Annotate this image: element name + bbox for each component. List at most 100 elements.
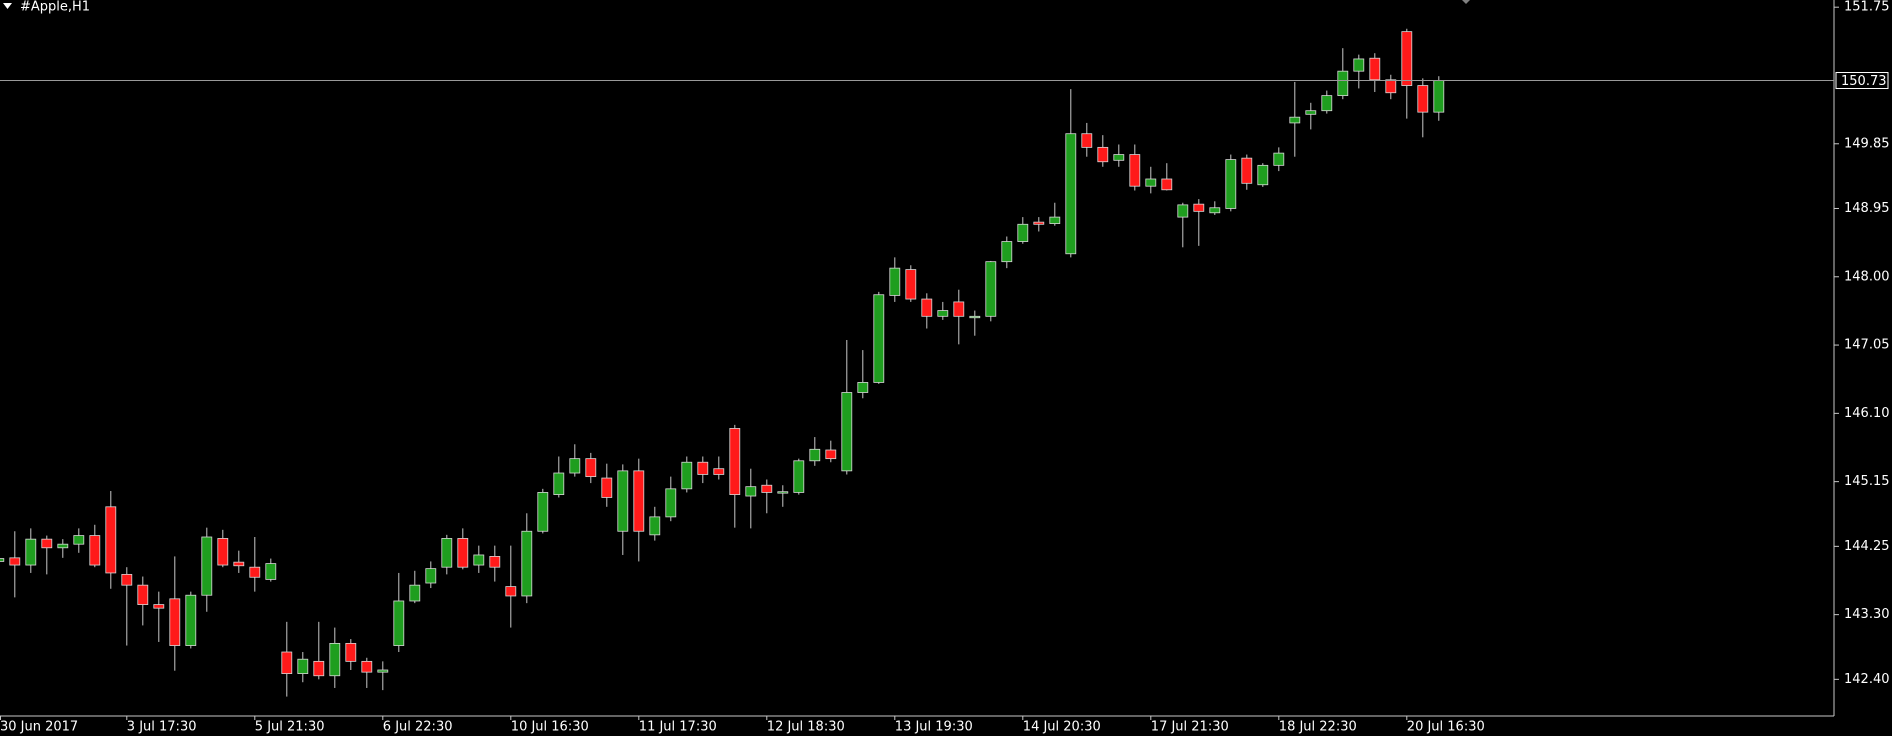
- candle-body: [1353, 58, 1365, 72]
- candle-body: [297, 658, 309, 674]
- candle-body: [713, 468, 725, 475]
- candle-body: [361, 660, 373, 673]
- candle-body: [345, 642, 357, 662]
- x-tick-label: 20 Jul 16:30: [1407, 720, 1485, 735]
- last-price-label: 150.73: [1841, 74, 1887, 89]
- candle-body: [441, 538, 453, 568]
- candle-body: [281, 651, 293, 674]
- last-price-box: [1835, 72, 1889, 90]
- x-tick-label: 12 Jul 18:30: [767, 720, 845, 735]
- candle-body: [153, 604, 165, 609]
- candle-body: [137, 584, 149, 605]
- x-tick-label: 5 Jul 21:30: [255, 720, 325, 735]
- candle-body: [649, 516, 661, 536]
- candle-body: [217, 538, 229, 566]
- candle-body: [841, 392, 853, 472]
- candle-body: [793, 460, 805, 493]
- candle-body: [105, 506, 117, 574]
- candle-body: [825, 449, 837, 460]
- candle-body: [489, 556, 501, 568]
- candle-body: [697, 461, 709, 475]
- candle-body: [1305, 110, 1317, 115]
- candle-body: [1417, 85, 1429, 113]
- candle-body: [889, 267, 901, 296]
- candle-body: [537, 492, 549, 532]
- candle-body: [473, 554, 485, 566]
- y-tick-label: 142.40: [1844, 672, 1890, 687]
- candle-body: [0, 558, 5, 562]
- candle-body: [521, 530, 533, 597]
- candle-body: [1225, 159, 1237, 209]
- candle-body: [121, 573, 133, 586]
- candle-body: [249, 566, 261, 578]
- candle-body: [329, 642, 341, 677]
- candle-body: [585, 458, 597, 478]
- candle-body: [1129, 154, 1141, 187]
- candle-body: [665, 488, 677, 518]
- candle-body: [169, 598, 181, 646]
- candle-body: [25, 538, 37, 566]
- candle-body: [1081, 133, 1093, 148]
- candle-body: [73, 535, 85, 545]
- y-tick-label: 143.30: [1844, 607, 1890, 622]
- candle-body: [1097, 146, 1109, 163]
- x-tick-label: 17 Jul 21:30: [1151, 720, 1229, 735]
- candle-body: [1321, 95, 1333, 112]
- candle-body: [425, 568, 437, 584]
- candle-body: [1065, 133, 1077, 255]
- candle-body: [1385, 79, 1397, 94]
- candle-body: [969, 315, 981, 319]
- candle-body: [409, 584, 421, 602]
- candle-body: [601, 477, 613, 498]
- candle-body: [937, 310, 949, 317]
- y-tick-label: 146.10: [1844, 406, 1890, 421]
- candle-body: [377, 669, 389, 673]
- x-tick-label: 11 Jul 17:30: [639, 720, 717, 735]
- y-tick-label: 144.25: [1844, 539, 1890, 554]
- y-tick-label: 145.15: [1844, 474, 1890, 489]
- candle-body: [1289, 116, 1301, 124]
- y-tick-label: 149.85: [1844, 136, 1890, 151]
- candle-body: [1049, 216, 1061, 224]
- menu-arrow[interactable]: [3, 3, 12, 9]
- candle-body: [1017, 223, 1029, 242]
- candle-body: [761, 484, 773, 493]
- candle-body: [57, 543, 69, 549]
- candle-body: [985, 261, 997, 317]
- candle-body: [1209, 207, 1221, 214]
- candle-body: [233, 561, 245, 567]
- candle-body: [1433, 80, 1445, 113]
- candle-body: [633, 470, 645, 532]
- y-tick-label: 147.05: [1844, 338, 1890, 353]
- candle-body: [921, 298, 933, 317]
- candle-body: [9, 557, 21, 566]
- candle-body: [953, 301, 965, 317]
- y-tick-label: 148.00: [1844, 269, 1890, 284]
- candle-body: [553, 472, 565, 495]
- candle-body: [777, 491, 789, 494]
- candle-body: [1193, 203, 1205, 212]
- y-tick-label: 151.75: [1844, 0, 1890, 15]
- candle-body: [1369, 57, 1381, 81]
- candle-body: [873, 294, 885, 383]
- chart-title: #Apple,H1: [20, 0, 90, 15]
- candle-body: [265, 563, 277, 580]
- x-tick-label: 18 Jul 22:30: [1279, 720, 1357, 735]
- candle-body: [1241, 157, 1253, 184]
- candle-body: [905, 269, 917, 300]
- candle-body: [1273, 152, 1285, 166]
- candle-body: [41, 538, 53, 549]
- candle-body: [1145, 178, 1157, 187]
- candle-body: [745, 486, 757, 497]
- candle-body: [1401, 31, 1413, 86]
- candle-body: [1033, 221, 1045, 225]
- x-tick-label: 14 Jul 20:30: [1023, 720, 1101, 735]
- candle-body: [1337, 70, 1349, 97]
- x-tick-label: 10 Jul 16:30: [511, 720, 589, 735]
- candle-body: [1161, 178, 1173, 191]
- scroll-marker: [1462, 0, 1470, 4]
- candle-body: [569, 458, 581, 474]
- candle-body: [505, 586, 517, 597]
